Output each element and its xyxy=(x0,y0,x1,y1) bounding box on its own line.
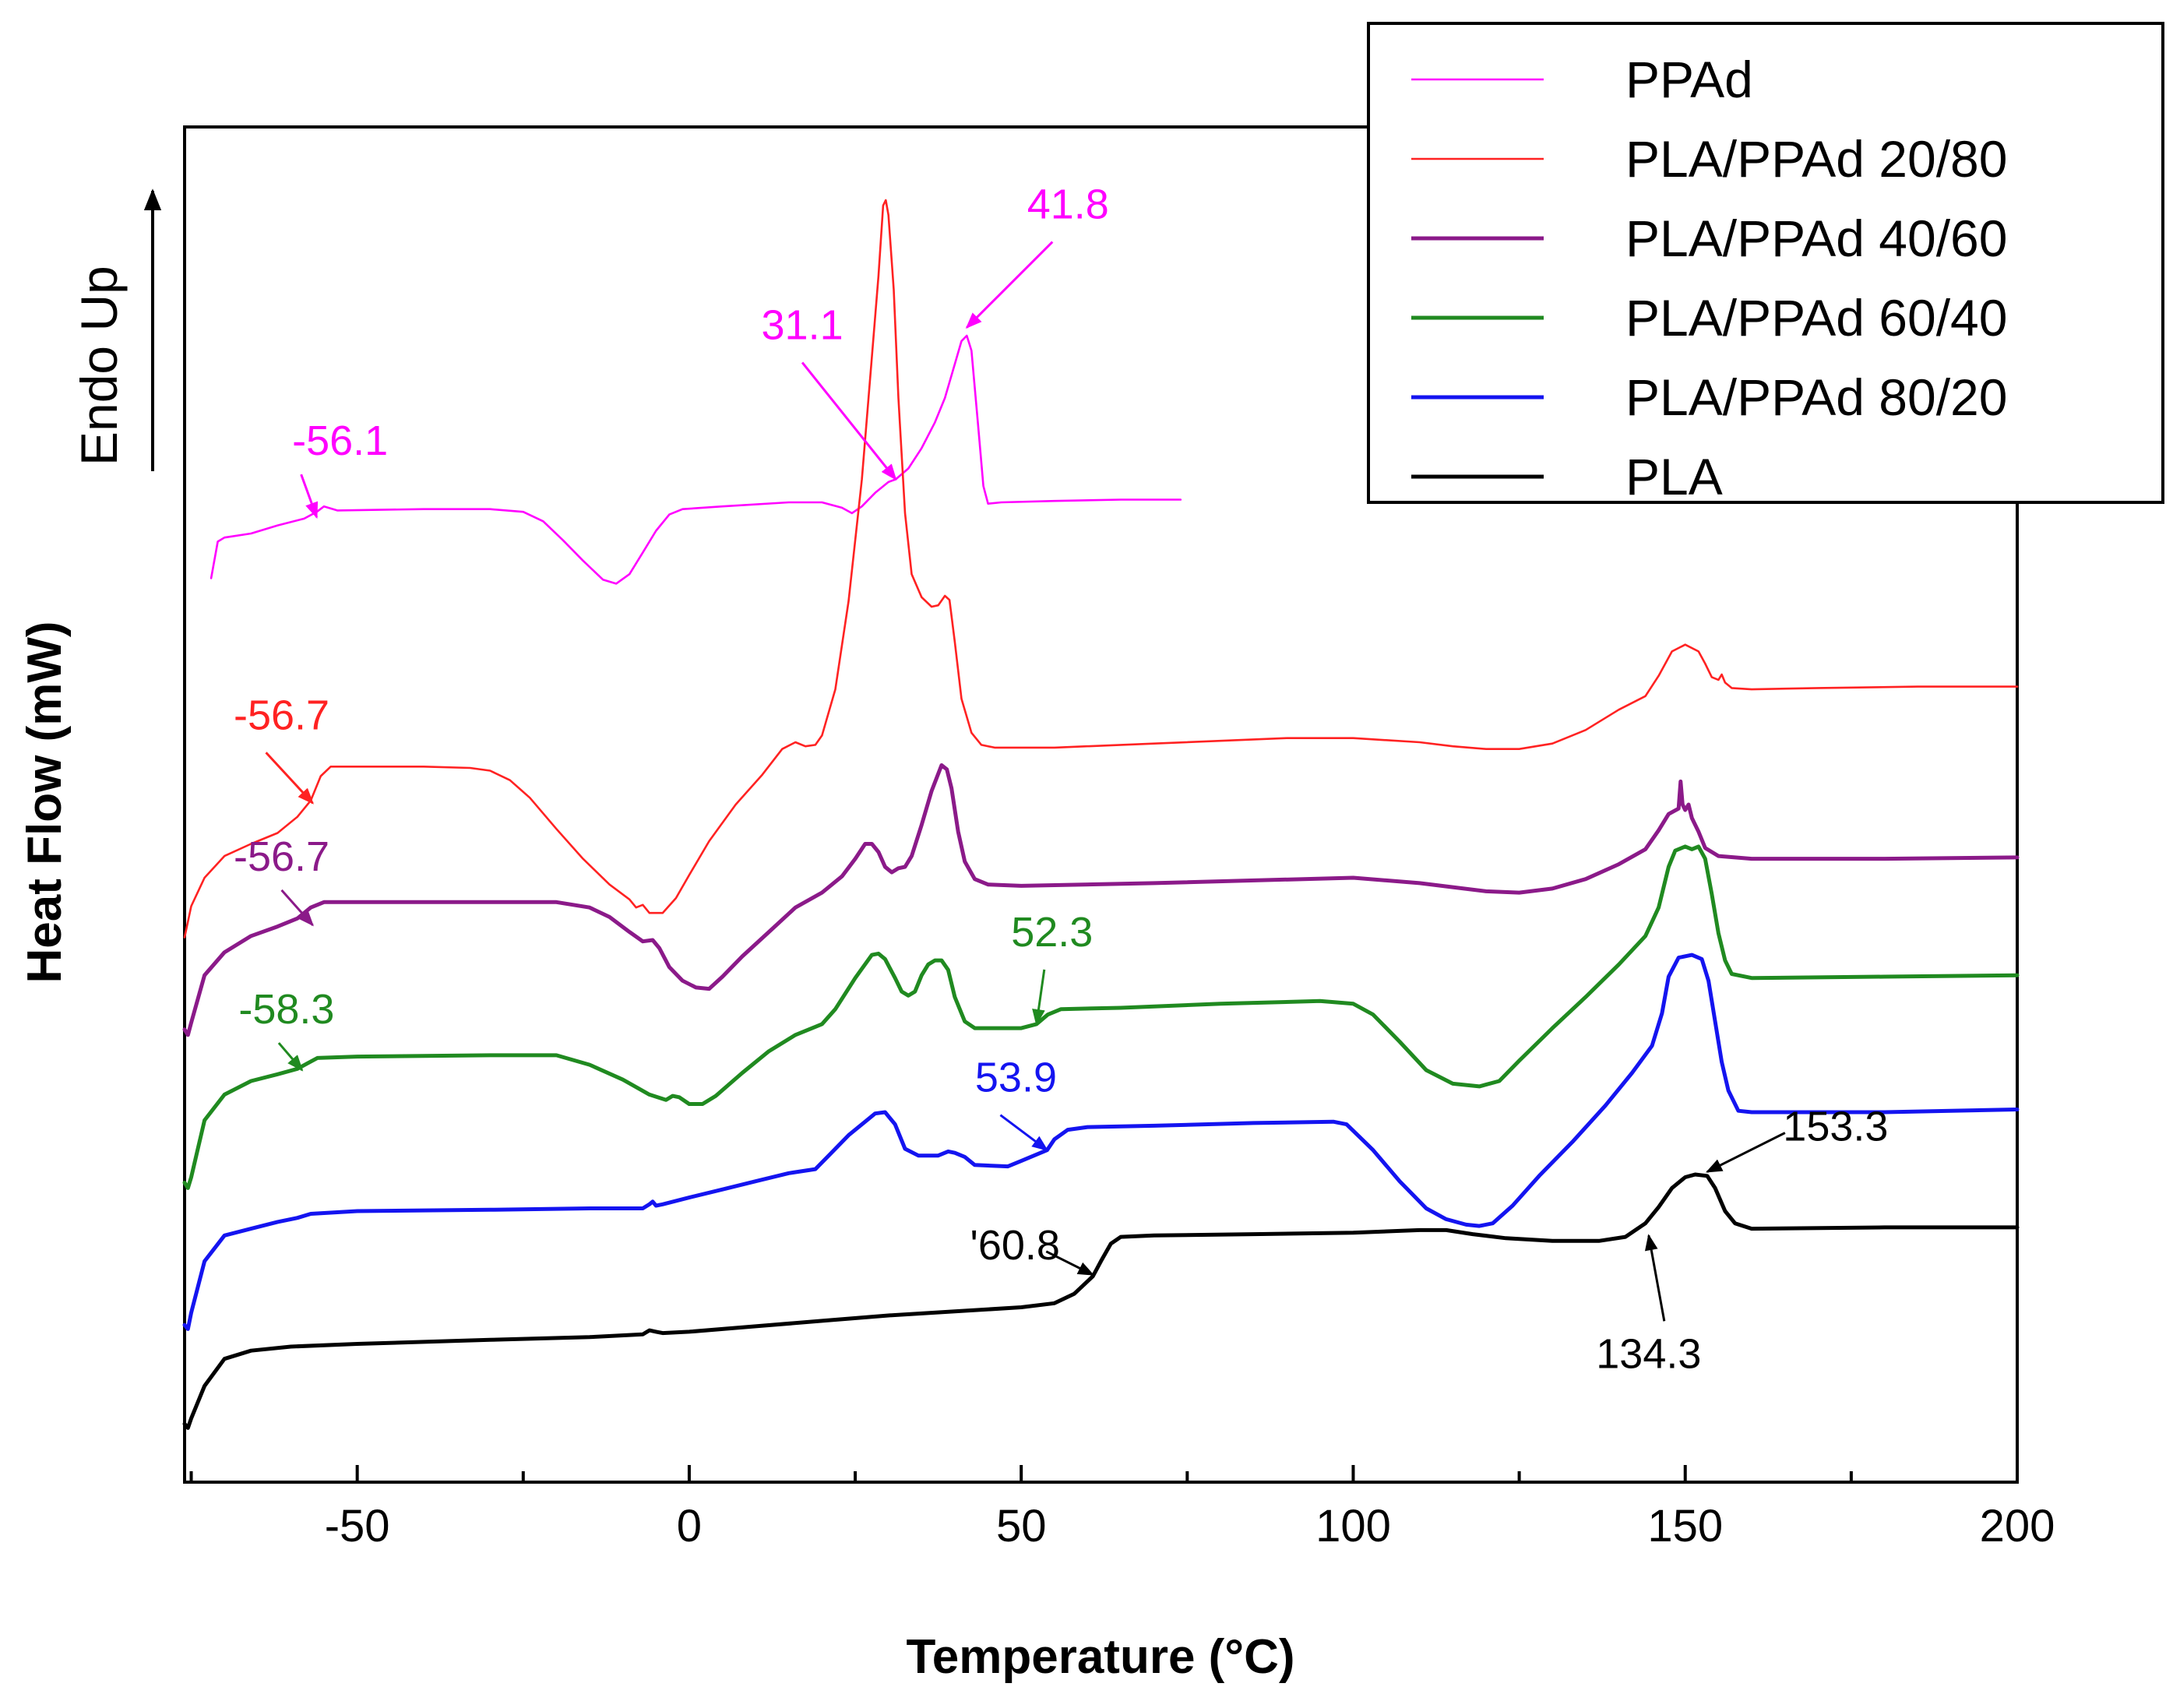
series-pla-ppad-60-40 xyxy=(182,844,2020,1190)
x-tick-label: 0 xyxy=(677,1501,702,1551)
annotation-arrow xyxy=(965,241,1054,329)
x-tick-label: 200 xyxy=(1980,1501,2055,1551)
annotation-arrow xyxy=(1705,1132,1786,1173)
series-pla-ppad-80-20 xyxy=(182,953,2020,1331)
series-lines xyxy=(182,199,2020,1430)
annotation-arrow xyxy=(277,1042,304,1072)
annotation-arrow xyxy=(280,889,314,927)
annotation-label: 134.3 xyxy=(1596,1330,1701,1377)
annotation-arrow xyxy=(999,1114,1049,1151)
annotation-arrow xyxy=(1045,1250,1095,1277)
peak-annotations: -56.1 31.1 41.8 -56.7 -56.7 -58.3 52.3 53.9 '60.… xyxy=(234,181,1888,1378)
annotation-label: 53.9 xyxy=(975,1055,1057,1101)
annotation-label: 153.3 xyxy=(1783,1104,1888,1150)
legend-label: PLA xyxy=(1625,448,1723,505)
x-axis-title: Temperature (°C) xyxy=(906,1630,1294,1684)
legend-box xyxy=(1367,22,2164,504)
x-tick-label: 50 xyxy=(996,1501,1047,1551)
legend-label: PLA/PPAd 60/40 xyxy=(1625,289,2007,347)
legend-label: PLA/PPAd 20/80 xyxy=(1625,130,2007,188)
series-pla xyxy=(182,1172,2020,1430)
legend-label: PPAd xyxy=(1625,51,1753,108)
legend: PPAd PLA/PPAd 20/80 PLA/PPAd 40/60 PLA/PPAd… xyxy=(1367,22,2164,505)
annotation-arrow xyxy=(265,752,314,805)
legend-label: PLA/PPAd 80/20 xyxy=(1625,368,2007,426)
endo-up-label: Endo Up xyxy=(70,266,128,466)
series-ppad xyxy=(210,334,1182,585)
annotation-label: -56.7 xyxy=(234,692,329,738)
plot-frame xyxy=(183,125,2019,1484)
y-axis-title: Heat Flow (mW) xyxy=(18,622,72,984)
annotation-arrow xyxy=(801,361,897,481)
legend-label: PLA/PPAd 40/60 xyxy=(1625,210,2007,267)
annotation-label: 41.8 xyxy=(1027,181,1109,228)
annotation-label: -56.1 xyxy=(292,417,388,464)
annotation-label: -56.7 xyxy=(234,833,329,880)
x-axis-ticks: -50 0 50 100 150 200 xyxy=(189,1465,2055,1551)
annotation-label: '60.8 xyxy=(970,1222,1060,1269)
annotation-arrow xyxy=(1032,969,1046,1026)
x-tick-label: 100 xyxy=(1315,1501,1391,1551)
annotation-arrow xyxy=(1644,1234,1666,1322)
x-tick-label: 150 xyxy=(1647,1501,1723,1551)
annotation-label: 31.1 xyxy=(762,301,843,348)
annotation-arrow xyxy=(300,474,319,519)
annotation-label: -58.3 xyxy=(238,986,334,1033)
series-pla-ppad-20-80 xyxy=(183,199,2019,939)
series-pla-ppad-40-60 xyxy=(182,763,2020,1037)
x-tick-label: -50 xyxy=(325,1501,390,1551)
annotation-label: 52.3 xyxy=(1011,909,1093,956)
